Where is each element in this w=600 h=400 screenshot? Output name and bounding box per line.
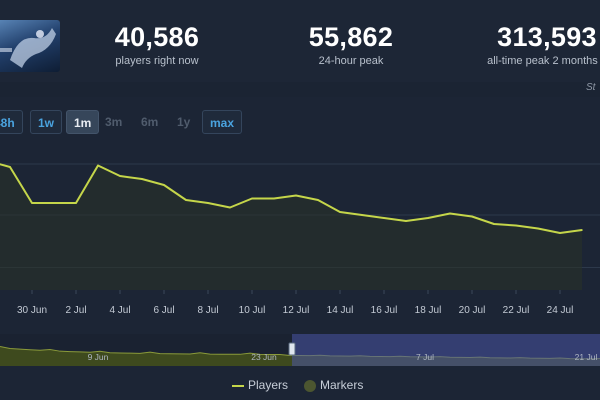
legend-marker-icon [304,379,316,392]
all-time-peak-value: 313,593 [497,22,597,52]
x-tick-label: 2 Jul [65,305,86,316]
range-button-1w[interactable]: 1w [30,110,63,134]
data-point-9 [185,199,187,201]
game-artwork-icon [0,28,56,68]
data-point-5 [97,164,99,167]
partial-link-text[interactable]: St [586,82,596,93]
data-point-4 [75,202,77,204]
x-tick-label: 20 Jul [459,305,486,316]
data-point-25 [537,227,539,230]
data-point-24 [515,224,517,227]
data-point-15 [317,199,319,201]
data-point-11 [229,206,231,209]
navigator-label: 9 Jun [88,352,109,362]
stat-all-time-peak: 313,593 all-time peak 2 months a [472,22,600,67]
data-point-10 [207,202,209,204]
navigator-label: 23 Jun [251,352,277,362]
x-tick-label: 24 Jul [547,305,574,316]
data-point-18 [383,217,385,219]
data-point-8 [163,184,165,186]
x-tick-label: 14 Jul [327,305,354,316]
data-point-12 [251,197,253,200]
navigator-selection[interactable] [292,334,600,366]
peak-24h-value: 55,862 [308,22,394,52]
data-point-20 [427,217,429,219]
range-button-1y: 1y [177,115,191,129]
data-point-23 [493,223,495,225]
range-button-max[interactable]: max [202,110,243,134]
navigator-label: 21 Jul [575,352,598,362]
series-line-players [0,163,583,234]
data-point-19 [405,220,407,222]
range-button-48h[interactable]: 48h [0,110,23,134]
navigator-label: 7 Jul [416,352,434,362]
range-button-3m: 3m [105,115,123,129]
x-tick-label: 4 Jul [109,305,130,316]
data-point-16 [339,211,341,213]
players-now-label: players right now [115,55,199,67]
x-tick-label: 8 Jul [197,305,218,316]
stat-players-now: 40,586 players right now [100,22,214,67]
x-tick-label: 12 Jul [283,305,310,316]
data-point-6 [119,175,121,177]
range-button-1m[interactable]: 1m [66,110,100,134]
data-point-1 [9,166,11,168]
series-area-players [0,164,582,290]
data-point-14 [295,194,297,197]
data-point-2 [31,202,33,204]
peak-24h-label: 24-hour peak [318,55,384,67]
data-point-21 [449,212,451,215]
range-button-6m: 6m [141,115,159,129]
x-tick-label: 6 Jul [153,305,174,316]
data-point-17 [361,214,363,216]
data-point-22 [471,215,473,218]
data-point-7 [141,178,143,180]
x-tick-label: 22 Jul [503,305,530,316]
stats-bar: 40,586 players right now 55,862 24-hour … [0,0,600,82]
data-point-26 [559,232,561,234]
x-tick-label: 16 Jul [371,305,398,316]
data-point-13 [273,197,275,200]
data-point-27 [581,229,583,231]
legend-players[interactable]: Players [232,378,288,392]
x-tick-label: 18 Jul [415,305,442,316]
navigator-handle[interactable] [288,342,296,356]
x-tick-label: 10 Jul [239,305,266,316]
stat-24h-peak: 55,862 24-hour peak [292,22,410,67]
players-now-value: 40,586 [114,22,200,52]
x-tick-label: 30 Jun [17,305,47,316]
legend-line-icon [232,384,244,387]
all-time-peak-label: all-time peak 2 months a [487,55,600,67]
data-point-3 [53,202,55,204]
game-thumbnail[interactable] [0,20,60,72]
legend-players-label: Players [248,378,289,392]
legend-markers[interactable]: Markers [304,378,363,392]
legend-markers-label: Markers [320,378,364,392]
